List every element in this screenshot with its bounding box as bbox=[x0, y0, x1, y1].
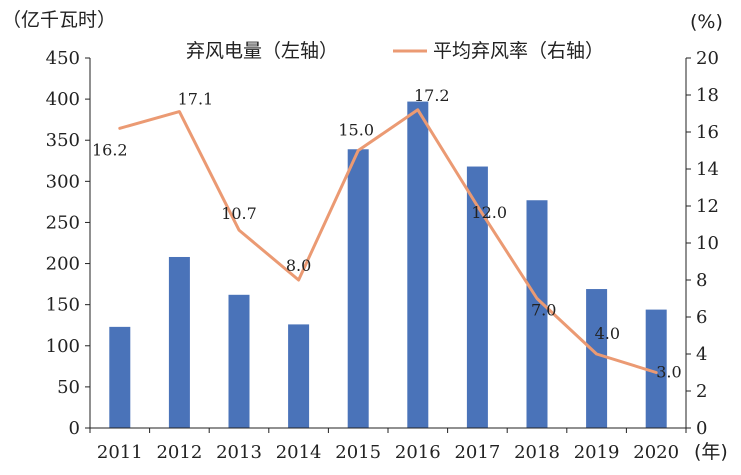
right-tick-label: 20 bbox=[696, 48, 719, 69]
data-label-2017: 12.0 bbox=[471, 203, 507, 222]
x-tick-label: 2014 bbox=[276, 442, 322, 463]
left-tick-label: 0 bbox=[69, 418, 80, 439]
left-tick-label: 450 bbox=[46, 48, 80, 69]
x-tick-label: 2015 bbox=[335, 442, 381, 463]
x-tick-label: 2019 bbox=[574, 442, 620, 463]
legend-label-bars: 弃风电量（左轴） bbox=[186, 40, 338, 62]
bar-2014 bbox=[288, 324, 310, 428]
right-axis-unit: (%) bbox=[690, 11, 723, 33]
right-tick-label: 16 bbox=[696, 122, 719, 143]
left-tick-label: 200 bbox=[46, 254, 80, 275]
data-label-2020: 3.0 bbox=[656, 363, 681, 382]
right-tick-label: 4 bbox=[696, 344, 707, 365]
bar-2020 bbox=[645, 309, 667, 428]
bar-2019 bbox=[586, 289, 608, 428]
x-tick-label: 2020 bbox=[633, 442, 679, 463]
bar-2013 bbox=[228, 294, 250, 428]
x-tick-label: 2016 bbox=[395, 442, 441, 463]
x-tick-label: 2018 bbox=[514, 442, 560, 463]
right-tick-label: 14 bbox=[696, 159, 719, 180]
bar-2018 bbox=[526, 200, 548, 428]
x-tick-label: 2017 bbox=[454, 442, 500, 463]
left-tick-label: 300 bbox=[46, 171, 80, 192]
data-label-2018: 7.0 bbox=[531, 301, 556, 320]
line-series-rate bbox=[118, 108, 658, 374]
data-label-2014: 8.0 bbox=[286, 256, 311, 275]
data-label-2016: 17.2 bbox=[414, 86, 450, 105]
data-label-2019: 4.0 bbox=[595, 324, 620, 343]
bar-2015 bbox=[347, 149, 369, 428]
right-tick-label: 2 bbox=[696, 381, 707, 402]
x-tick-label: 2011 bbox=[97, 442, 143, 463]
legend-label-line: 平均弃风率（右轴） bbox=[433, 40, 604, 62]
x-axis-unit: (年) bbox=[694, 441, 728, 463]
left-tick-label: 100 bbox=[46, 336, 80, 357]
right-tick-label: 6 bbox=[696, 307, 707, 328]
left-tick-label: 400 bbox=[46, 89, 80, 110]
left-axis-unit: （亿千瓦时） bbox=[2, 9, 116, 31]
data-label-2015: 15.0 bbox=[338, 121, 374, 140]
left-tick-label: 350 bbox=[46, 130, 80, 151]
bar-2012 bbox=[168, 256, 190, 428]
bar-2017 bbox=[466, 166, 488, 429]
left-tick-label: 50 bbox=[57, 377, 80, 398]
left-tick-label: 250 bbox=[46, 212, 80, 233]
data-label-2013: 10.7 bbox=[221, 204, 257, 223]
bar-2016 bbox=[407, 101, 429, 429]
x-tick-label: 2012 bbox=[156, 442, 202, 463]
left-tick-label: 150 bbox=[46, 295, 80, 316]
right-tick-label: 10 bbox=[696, 233, 719, 254]
right-tick-label: 8 bbox=[696, 270, 707, 291]
right-tick-label: 12 bbox=[696, 196, 719, 217]
data-label-2011: 16.2 bbox=[92, 140, 128, 159]
bar-2011 bbox=[109, 326, 131, 428]
right-tick-label: 0 bbox=[696, 418, 707, 439]
data-label-2012: 17.1 bbox=[178, 90, 214, 109]
right-tick-label: 18 bbox=[696, 85, 719, 106]
x-tick-label: 2013 bbox=[216, 442, 262, 463]
